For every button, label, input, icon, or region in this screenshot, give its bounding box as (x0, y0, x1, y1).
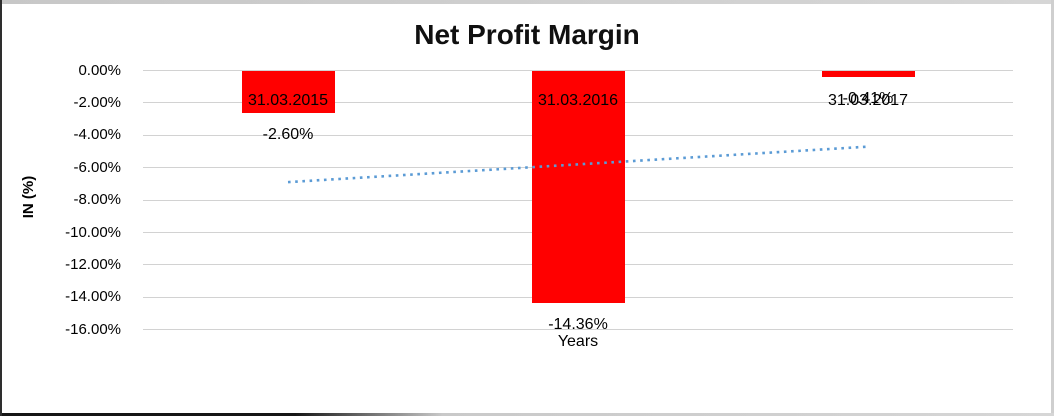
category-label: 31.03.2015 (247, 92, 329, 109)
y-axis-tick-label: 0.00% (78, 61, 121, 79)
chart-title: Net Profit Margin (414, 19, 640, 50)
y-axis-title: IN (%) (20, 175, 37, 219)
y-axis-tick-label: -12.00% (65, 255, 121, 273)
y-axis-tick-label: -16.00% (65, 320, 121, 338)
bar[interactable] (821, 70, 915, 78)
y-axis-tick-label: -2.00% (73, 93, 121, 111)
bar-data-label: -2.60% (262, 125, 314, 143)
y-axis-tick-label: -10.00% (65, 223, 121, 241)
bar[interactable] (241, 70, 335, 113)
category-label: 31.03.2017 (827, 92, 909, 109)
frame-border-bottom (0, 413, 1054, 416)
category-label: 31.03.2016 (537, 92, 619, 109)
bar-data-label: -14.36% (548, 316, 608, 334)
frame-border-top (0, 0, 1054, 4)
y-axis-tick-label: -8.00% (73, 191, 121, 209)
y-axis-tick-label: -4.00% (73, 126, 121, 144)
y-axis-tick-label: -6.00% (73, 158, 121, 176)
bar[interactable] (531, 70, 625, 304)
bar-data-label: -0.41% (842, 90, 894, 108)
gridline (143, 329, 1013, 331)
x-axis-title: Years (557, 333, 599, 350)
frame-border-left (0, 0, 2, 416)
frame-border-right (1051, 0, 1054, 416)
y-axis-tick-label: -14.00% (65, 288, 121, 306)
